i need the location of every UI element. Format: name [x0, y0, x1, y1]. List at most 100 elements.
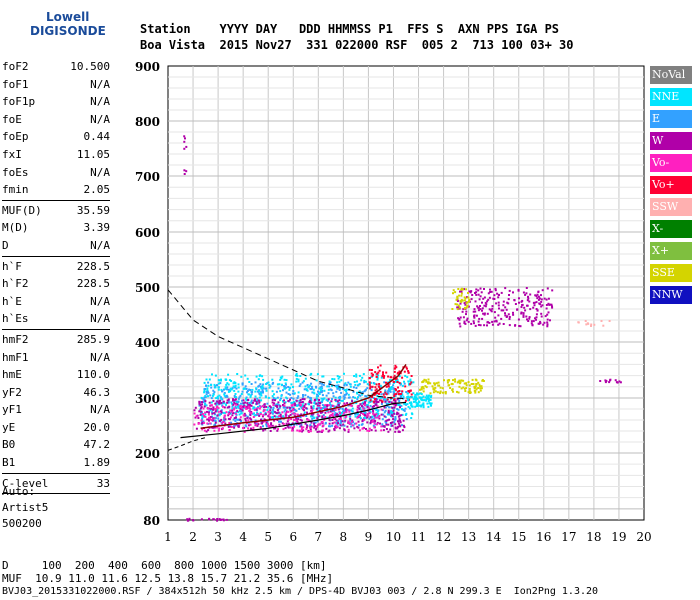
scatter-point: [217, 429, 220, 432]
scatter-point: [543, 321, 546, 324]
scatter-point: [474, 385, 477, 388]
scatter-point: [292, 397, 295, 400]
scatter-point: [283, 406, 286, 409]
scatter-point: [387, 385, 390, 388]
scatter-point: [212, 426, 214, 429]
scatter-point: [421, 403, 424, 406]
param-value: 1.89: [83, 456, 111, 470]
scatter-point: [356, 380, 358, 383]
scatter-point: [348, 409, 350, 412]
scatter-point: [307, 431, 310, 433]
scatter-point: [216, 408, 219, 411]
scatter-point: [227, 414, 230, 417]
scatter-point: [251, 391, 254, 393]
scatter-point: [335, 385, 338, 388]
scatter-point: [496, 292, 499, 295]
scatter-point: [199, 413, 202, 416]
scatter-point: [387, 423, 390, 426]
scatter-point: [239, 394, 242, 397]
scatter-point: [608, 320, 611, 322]
scatter-point: [287, 422, 290, 425]
scatter-point: [212, 406, 215, 409]
scatter-point: [220, 378, 222, 381]
scatter-point: [228, 424, 231, 427]
scatter-point: [221, 422, 224, 425]
scatter-point: [252, 406, 255, 409]
scatter-point: [292, 401, 295, 404]
scatter-point: [380, 393, 383, 396]
scatter-point: [477, 391, 480, 394]
scatter-point: [546, 325, 549, 328]
scatter-point: [201, 403, 204, 406]
scatter-point: [286, 406, 289, 409]
scatter-point: [338, 418, 341, 420]
scatter-point: [428, 402, 431, 405]
scatter-point: [407, 371, 410, 374]
scatter-point: [321, 404, 324, 407]
scatter-point: [341, 411, 343, 414]
scatter-point: [356, 425, 359, 428]
scatter-point: [261, 390, 264, 393]
scatter-point: [616, 381, 619, 384]
scatter-point: [271, 399, 274, 402]
scatter-point: [268, 384, 271, 386]
scatter-point: [508, 294, 510, 296]
scatter-point: [319, 407, 322, 410]
scatter-point: [281, 411, 284, 414]
scatter-point: [330, 389, 333, 392]
scatter-point: [331, 422, 334, 425]
scatter-point: [470, 383, 473, 385]
scatter-point: [214, 408, 217, 410]
scatter-point: [333, 378, 336, 381]
scatter-point: [289, 386, 292, 389]
scatter-point: [346, 408, 349, 411]
scatter-point: [207, 413, 210, 416]
scatter-point: [186, 518, 189, 521]
scatter-point: [227, 383, 230, 386]
scatter-point: [497, 304, 500, 307]
scatter-point: [402, 395, 405, 398]
scatter-point: [230, 388, 233, 391]
logo-line2: DIGISONDE: [30, 24, 106, 38]
scatter-point: [462, 379, 465, 382]
scatter-point: [477, 387, 480, 389]
scatter-point: [397, 408, 400, 411]
scatter-point: [373, 405, 375, 408]
scatter-point: [208, 401, 211, 404]
scatter-point: [392, 380, 395, 383]
scatter-point: [371, 396, 374, 398]
scatter-point: [341, 407, 344, 410]
scatter-point: [539, 320, 542, 323]
scatter-point: [381, 418, 384, 421]
scatter-point: [439, 390, 442, 393]
scatter-point: [214, 402, 217, 405]
scatter-point: [374, 386, 377, 389]
scatter-point: [321, 420, 324, 423]
scatter-point: [508, 316, 511, 318]
scatter-point: [513, 299, 516, 301]
scatter-point: [477, 381, 480, 384]
param-key: h`F2: [2, 277, 29, 291]
scatter-point: [405, 366, 408, 369]
scatter-point: [258, 414, 261, 417]
scatter-point: [205, 390, 208, 393]
scatter-point: [362, 373, 365, 376]
scatter-point: [214, 386, 217, 389]
scatter-point: [272, 415, 274, 418]
scatter-point: [276, 403, 279, 406]
scatter-point: [409, 383, 412, 386]
footer-file-info: BVJ03_2015331022000.RSF / 384x512h 50 kH…: [2, 586, 599, 597]
scatter-point: [199, 408, 202, 411]
scatter-point: [328, 404, 330, 407]
scatter-point: [337, 419, 340, 422]
scatter-point: [301, 430, 303, 433]
scatter-point: [525, 315, 528, 318]
scatter-point: [398, 382, 401, 385]
scatter-point: [460, 300, 463, 303]
scatter-point: [458, 379, 461, 382]
scatter-point: [344, 403, 347, 406]
scatter-point: [236, 405, 239, 408]
scatter-point: [300, 401, 303, 404]
scatter-point: [357, 383, 360, 386]
scatter-point: [370, 372, 373, 375]
